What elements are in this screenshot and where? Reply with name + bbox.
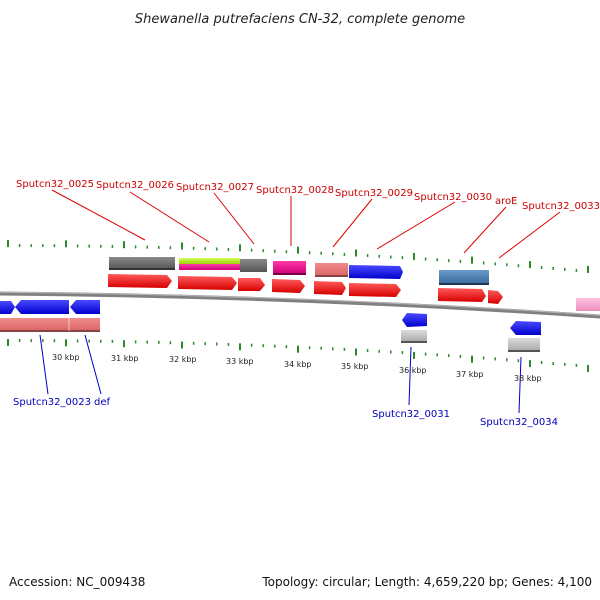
label-sputcn32-0034[interactable]: Sputcn32_0034 [480,417,558,428]
label-aroE[interactable]: aroE [495,196,517,207]
kbp-label: 31 kbp [111,354,139,363]
accession-text: Accession: NC_009438 [9,575,145,589]
kbp-label: 34 kbp [284,360,312,369]
gene-arrow-aroE[interactable] [438,288,486,302]
gene-arrow-sputcn32-0033[interactable] [488,290,503,304]
gene-arrow-def[interactable] [70,300,100,314]
gene-arrow-sputcn32-0026[interactable] [178,276,237,290]
feature-bar-light-pink[interactable] [576,298,600,311]
kbp-label: 33 kbp [226,357,254,366]
bottom-callout-lines [39,334,522,414]
gene-arrow-sputcn32-0023[interactable] [0,301,15,314]
feature-bar-gray[interactable] [109,257,175,269]
label-sputcn32-0026[interactable]: Sputcn32_0026 [96,180,174,191]
label-sputcn32-0029[interactable]: Sputcn32_0029 [335,188,413,199]
topology-text: Topology: circular; Length: 4,659,220 bp… [261,575,592,589]
gene-arrow-sputcn32-0028[interactable] [272,279,305,293]
gene-arrow-sputcn32-0023b[interactable] [15,300,69,314]
gene-arrow-sputcn32-0034[interactable] [510,321,541,335]
gene-arrow-sputcn32-0030[interactable] [349,283,401,297]
tick-row-top [7,240,589,273]
feature-bar-lime[interactable] [179,258,240,264]
feature-bar-gray[interactable] [240,259,267,272]
tick-row-bottom [7,339,589,372]
gene-arrow-sputcn32-0029-red[interactable] [314,281,346,295]
kbp-label: 32 kbp [169,355,197,364]
gene-arrow-sputcn32-0027[interactable] [238,278,265,291]
kbp-label: 38 kbp [514,374,542,383]
label-sputcn32-0023[interactable]: Sputcn32_0023 [13,397,91,408]
feature-bar-light-gray[interactable] [401,330,427,342]
kbp-scale: 30 kbp 31 kbp 32 kbp 33 kbp 34 kbp 35 kb… [52,353,542,383]
map-title: Shewanella putrefaciens CN-32, complete … [135,12,465,27]
label-sputcn32-0025[interactable]: Sputcn32_0025 [16,179,94,190]
label-def[interactable]: def [94,397,111,408]
gene-arrow-sputcn32-0031[interactable] [402,313,427,327]
feature-bar-steel[interactable] [439,270,489,284]
label-sputcn32-0027[interactable]: Sputcn32_0027 [176,182,254,193]
genome-backbone [0,291,600,319]
feature-bar-pink[interactable] [315,263,348,276]
kbp-label: 35 kbp [341,362,369,371]
feature-bar-magenta[interactable] [179,264,240,270]
feature-bar-light-gray[interactable] [508,338,540,351]
kbp-label: 30 kbp [52,353,80,362]
label-sputcn32-0031[interactable]: Sputcn32_0031 [372,409,450,420]
feature-bar-pink[interactable] [0,318,100,331]
label-sputcn32-0030[interactable]: Sputcn32_0030 [414,192,492,203]
label-sputcn32-0033[interactable]: Sputcn32_0033 [522,201,600,212]
feature-bar-magenta[interactable] [273,261,306,274]
kbp-label: 36 kbp [399,366,427,375]
kbp-label: 37 kbp [456,370,484,379]
gene-arrow-sputcn32-0029[interactable] [349,265,403,279]
gene-arrow-sputcn32-0025[interactable] [108,274,172,288]
label-sputcn32-0028[interactable]: Sputcn32_0028 [256,185,334,196]
top-callout-lines [51,189,561,259]
